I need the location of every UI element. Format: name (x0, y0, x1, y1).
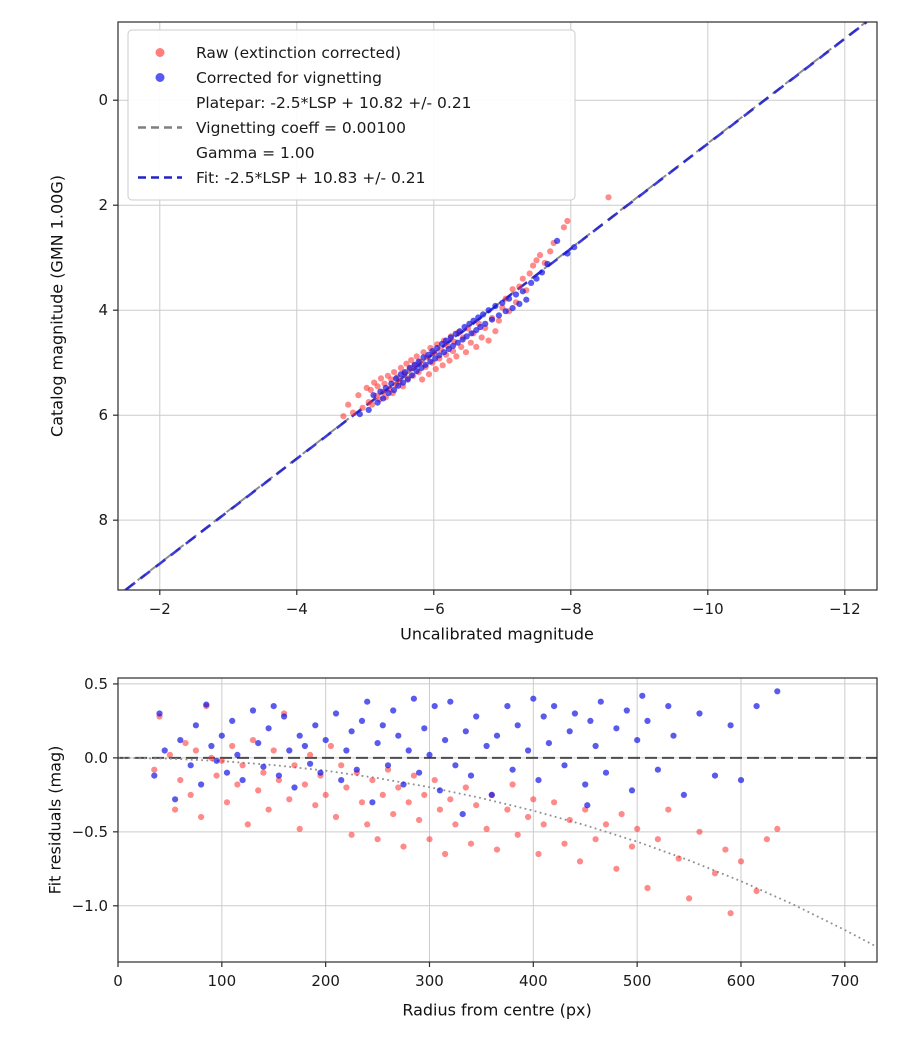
legend-label: Gamma = 1.00 (196, 144, 315, 162)
x-tick-label: −8 (560, 600, 582, 618)
legend-label: Vignetting coeff = 0.00100 (196, 119, 406, 137)
legend-label: Corrected for vignetting (196, 69, 382, 87)
main-ylabel: Catalog magnitude (GMN 1.00G) (47, 175, 67, 437)
scatter-vignetting-corrected-residuals (151, 688, 781, 818)
y-tick-label: 6 (98, 406, 108, 424)
y-tick-label: 2 (98, 196, 108, 214)
y-tick-label: 0 (98, 91, 108, 109)
legend-label: Raw (extinction corrected) (196, 44, 401, 62)
x-tick-label: −6 (423, 600, 445, 618)
legend-label: Fit: -2.5*LSP + 10.83 +/- 0.21 (196, 169, 426, 187)
x-tick-label: 200 (311, 972, 340, 990)
axes-frame (117, 677, 878, 963)
residuals-ylabel: Fit residuals (mag) (45, 745, 65, 895)
x-tick-label: 400 (519, 972, 548, 990)
scatter-corrected-for-vignetting (356, 237, 578, 418)
x-tick-label: −4 (286, 600, 308, 618)
legend-marker-dot-icon (155, 73, 165, 82)
y-tick-label: 0.5 (84, 675, 108, 693)
x-tick-label: −2 (149, 600, 171, 618)
tick-marks (113, 99, 846, 595)
x-tick-label: 700 (830, 972, 859, 990)
x-tick-label: 600 (727, 972, 756, 990)
main-xlabel: Uncalibrated magnitude (400, 624, 594, 644)
x-tick-label: −10 (692, 600, 724, 618)
residuals-xlabel: Radius from centre (px) (402, 1000, 592, 1020)
y-tick-label: −0.5 (72, 823, 108, 841)
chart-residuals: 0 100 200 300 400 500 600 700 0.5 0.0 −0.5 −1.0 (72, 675, 878, 990)
x-tick-label: −12 (829, 600, 861, 618)
y-tick-label: 4 (98, 301, 108, 319)
y-tick-label: 8 (98, 511, 108, 529)
y-tick-label: 0.0 (84, 749, 108, 767)
scatter-raw-residuals (151, 703, 781, 917)
y-tick-label: −1.0 (72, 897, 108, 915)
x-tick-label: 500 (623, 972, 652, 990)
axes-frame (117, 21, 878, 591)
x-tick-label: 300 (415, 972, 444, 990)
legend: Raw (extinction corrected) Corrected for … (127, 29, 576, 201)
x-tick-label: 0 (113, 972, 123, 990)
legend-marker-dot-icon (155, 48, 165, 57)
legend-box (127, 29, 576, 201)
chart-main: −2 −4 −6 −8 −10 −12 0 2 4 6 8 Raw (extinction corre… (98, 21, 878, 618)
tick-marks (113, 683, 846, 967)
x-tick-label: 100 (208, 972, 237, 990)
legend-label: Platepar: -2.5*LSP + 10.82 +/- 0.21 (196, 94, 472, 112)
